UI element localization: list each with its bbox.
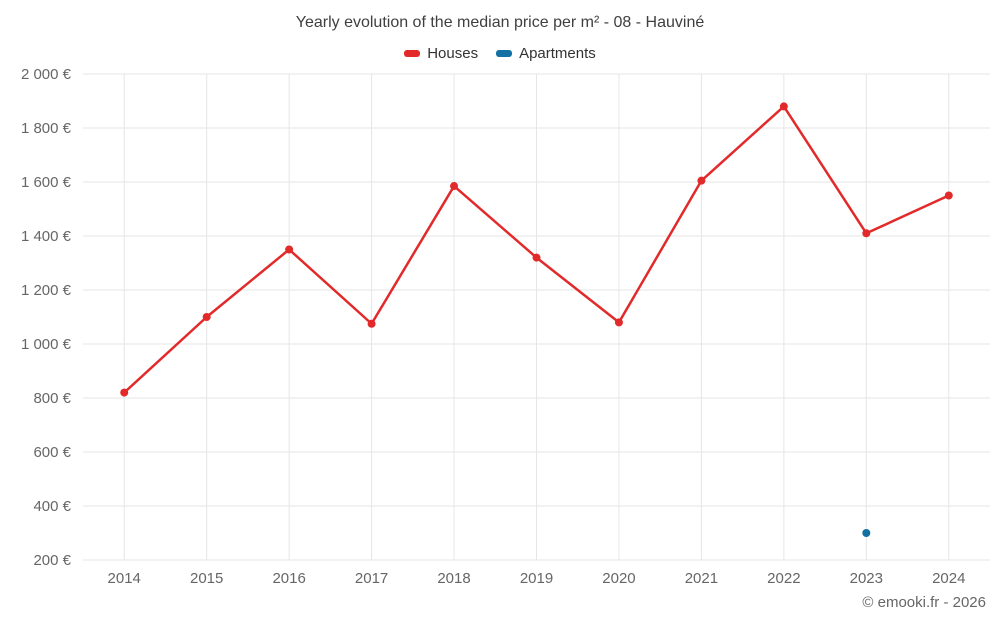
houses-data-point[interactable] — [779, 102, 788, 111]
houses-data-point[interactable] — [862, 229, 871, 238]
credits-link[interactable]: © emooki.fr - 2026 — [862, 594, 986, 611]
y-axis-tick-label: 1 600 € — [21, 174, 72, 191]
houses-data-point[interactable] — [202, 313, 211, 321]
houses-series-marker-icon — [404, 50, 421, 57]
legend: Houses Apartments — [0, 45, 1000, 62]
houses-data-point[interactable] — [697, 176, 706, 185]
houses-data-point[interactable] — [532, 253, 541, 262]
y-axis-tick-label: 1 200 € — [21, 282, 72, 299]
x-axis-tick-label: 2022 — [767, 570, 800, 587]
x-axis-tick-label: 2024 — [932, 570, 965, 587]
chart-title: Yearly evolution of the median price per… — [295, 14, 705, 31]
legend-item-apartments[interactable]: Apartments — [496, 45, 596, 62]
legend-item-houses[interactable]: Houses — [404, 45, 478, 62]
x-axis-tick-label: 2018 — [437, 570, 470, 587]
x-axis-tick-label: 2017 — [355, 570, 388, 587]
x-axis-tick-label: 2014 — [108, 570, 141, 587]
x-axis-tick-label: 2021 — [685, 570, 718, 587]
apartments-data-point[interactable] — [862, 529, 871, 537]
apartments-series-marker-icon — [496, 50, 513, 57]
x-axis-tick-label: 2020 — [602, 570, 635, 587]
y-axis-tick-label: 800 € — [33, 390, 71, 407]
houses-data-point[interactable] — [285, 245, 294, 254]
x-axis-tick-label: 2019 — [520, 570, 553, 587]
x-axis-tick-label: 2023 — [850, 570, 883, 587]
y-axis-tick-label: 1 400 € — [21, 228, 72, 245]
x-axis-tick-label: 2016 — [272, 570, 305, 587]
houses-data-point[interactable] — [614, 318, 623, 327]
y-axis-tick-label: 2 000 € — [21, 66, 72, 83]
y-axis-tick-label: 400 € — [33, 498, 71, 515]
houses-data-point[interactable] — [120, 388, 129, 397]
x-axis-tick-label: 2015 — [190, 570, 223, 587]
y-axis-tick-label: 1 000 € — [21, 336, 72, 353]
y-axis-tick-label: 1 800 € — [21, 120, 72, 137]
y-axis-tick-label: 600 € — [33, 444, 71, 461]
houses-legend-label: Houses — [427, 45, 479, 62]
houses-data-point[interactable] — [944, 191, 953, 200]
y-axis-tick-label: 200 € — [33, 552, 71, 569]
houses-data-point[interactable] — [367, 319, 376, 328]
houses-data-point[interactable] — [450, 182, 459, 191]
apartments-legend-label: Apartments — [519, 45, 596, 62]
